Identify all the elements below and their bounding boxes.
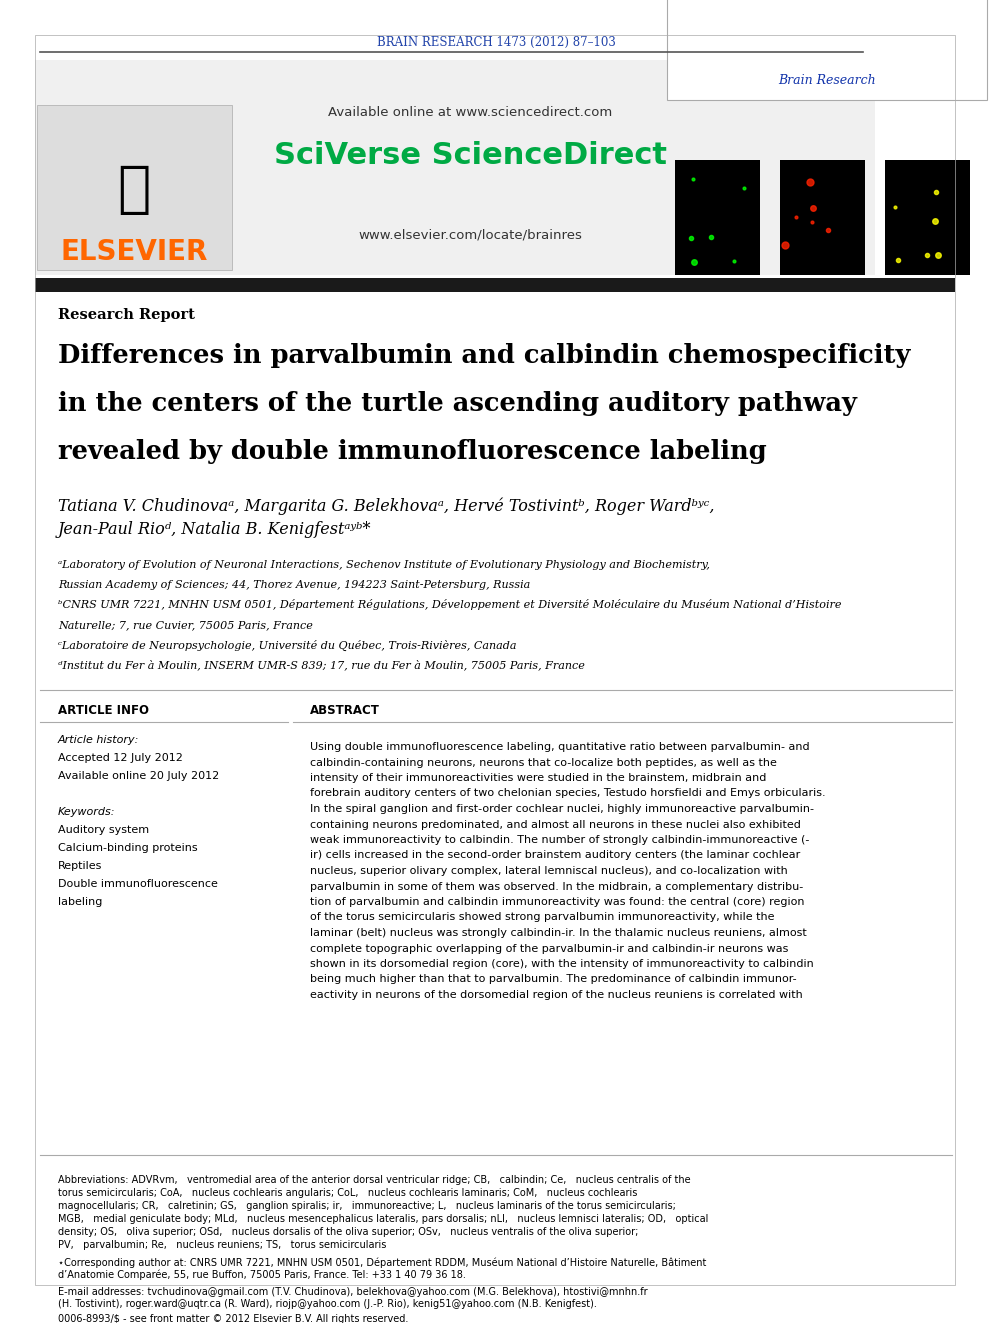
Text: In the spiral ganglion and first-order cochlear nuclei, highly immunoreactive pa: In the spiral ganglion and first-order c… bbox=[310, 804, 814, 814]
Text: PV,   parvalbumin; Re,   nucleus reuniens; TS,   torus semicircularis: PV, parvalbumin; Re, nucleus reuniens; T… bbox=[58, 1240, 386, 1250]
Text: Brain Research: Brain Research bbox=[778, 74, 876, 86]
Text: being much higher than that to parvalbumin. The predominance of calbindin immuno: being much higher than that to parvalbum… bbox=[310, 975, 797, 984]
Text: weak immunoreactivity to calbindin. The number of strongly calbindin-immunoreact: weak immunoreactivity to calbindin. The … bbox=[310, 835, 809, 845]
Text: Using double immunofluorescence labeling, quantitative ratio between parvalbumin: Using double immunofluorescence labeling… bbox=[310, 742, 809, 751]
Text: ⋆Corresponding author at: CNRS UMR 7221, MNHN USM 0501, Département RDDM, Muséum: ⋆Corresponding author at: CNRS UMR 7221,… bbox=[58, 1257, 706, 1279]
Text: Research Report: Research Report bbox=[58, 308, 194, 321]
Text: containing neurons predominated, and almost all neurons in these nuclei also exh: containing neurons predominated, and alm… bbox=[310, 819, 801, 830]
Text: of the torus semicircularis showed strong parvalbumin immunoreactivity, while th: of the torus semicircularis showed stron… bbox=[310, 913, 775, 922]
Bar bbox=[885, 160, 970, 275]
Bar bbox=[780, 160, 865, 275]
Text: ELSEVIER: ELSEVIER bbox=[61, 238, 207, 266]
Text: www.elsevier.com/locate/brainres: www.elsevier.com/locate/brainres bbox=[358, 229, 582, 242]
Text: Article history:: Article history: bbox=[58, 736, 139, 745]
Text: laminar (belt) nucleus was strongly calbindin-ir. In the thalamic nucleus reunie: laminar (belt) nucleus was strongly calb… bbox=[310, 927, 806, 938]
Text: Russian Academy of Sciences; 44, Thorez Avenue, 194223 Saint-Petersburg, Russia: Russian Academy of Sciences; 44, Thorez … bbox=[58, 579, 531, 590]
Text: forebrain auditory centers of two chelonian species, Testudo horsfieldi and Emys: forebrain auditory centers of two chelon… bbox=[310, 789, 825, 799]
Text: Keywords:: Keywords: bbox=[58, 807, 115, 818]
Bar bbox=[675, 160, 760, 275]
Text: Reptiles: Reptiles bbox=[58, 861, 102, 871]
Bar bbox=[35, 278, 955, 292]
Text: Available online at www.sciencedirect.com: Available online at www.sciencedirect.co… bbox=[328, 106, 612, 119]
Text: eactivity in neurons of the dorsomedial region of the nucleus reuniens is correl: eactivity in neurons of the dorsomedial … bbox=[310, 990, 803, 1000]
Text: 🌳: 🌳 bbox=[117, 163, 151, 217]
Text: 0006-8993/$ - see front matter © 2012 Elsevier B.V. All rights reserved.: 0006-8993/$ - see front matter © 2012 El… bbox=[58, 1314, 409, 1323]
Text: nucleus, superior olivary complex, lateral lemniscal nucleus), and co-localizati: nucleus, superior olivary complex, later… bbox=[310, 867, 788, 876]
Text: ARTICLE INFO: ARTICLE INFO bbox=[58, 704, 149, 717]
Text: complete topographic overlapping of the parvalbumin-ir and calbindin-ir neurons : complete topographic overlapping of the … bbox=[310, 943, 789, 954]
Text: revealed by double immunofluorescence labeling: revealed by double immunofluorescence la… bbox=[58, 438, 767, 463]
Text: parvalbumin in some of them was observed. In the midbrain, a complementary distr: parvalbumin in some of them was observed… bbox=[310, 881, 804, 892]
Text: SciVerse ScienceDirect: SciVerse ScienceDirect bbox=[274, 140, 667, 169]
Text: ᵃLaboratory of Evolution of Neuronal Interactions, Sechenov Institute of Evoluti: ᵃLaboratory of Evolution of Neuronal Int… bbox=[58, 560, 710, 570]
Text: intensity of their immunoreactivities were studied in the brainstem, midbrain an: intensity of their immunoreactivities we… bbox=[310, 773, 767, 783]
Bar bbox=[667, 0, 987, 101]
Text: Abbreviations: ADVRvm,   ventromedial area of the anterior dorsal ventricular ri: Abbreviations: ADVRvm, ventromedial area… bbox=[58, 1175, 690, 1185]
Text: density; OS,   oliva superior; OSd,   nucleus dorsalis of the oliva superior; OS: density; OS, oliva superior; OSd, nucleu… bbox=[58, 1226, 639, 1237]
Text: Jean-Paul Rioᵈ, Natalia B. Kenigfestᵃʸᵇ*: Jean-Paul Rioᵈ, Natalia B. Kenigfestᵃʸᵇ* bbox=[58, 521, 371, 538]
Text: Differences in parvalbumin and calbindin chemospecificity: Differences in parvalbumin and calbindin… bbox=[58, 343, 911, 368]
Text: Auditory system: Auditory system bbox=[58, 826, 149, 835]
Text: shown in its dorsomedial region (core), with the intensity of immunoreactivity t: shown in its dorsomedial region (core), … bbox=[310, 959, 813, 968]
Text: ABSTRACT: ABSTRACT bbox=[310, 704, 380, 717]
Bar bbox=[37, 105, 232, 270]
Text: Naturelle; 7, rue Cuvier, 75005 Paris, France: Naturelle; 7, rue Cuvier, 75005 Paris, F… bbox=[58, 620, 312, 630]
Text: calbindin-containing neurons, neurons that co-localize both peptides, as well as: calbindin-containing neurons, neurons th… bbox=[310, 758, 777, 767]
Text: tion of parvalbumin and calbindin immunoreactivity was found: the central (core): tion of parvalbumin and calbindin immuno… bbox=[310, 897, 805, 908]
Text: magnocellularis; CR,   calretinin; GS,   ganglion spiralis; ir,   immunoreactive: magnocellularis; CR, calretinin; GS, gan… bbox=[58, 1201, 676, 1211]
Bar bbox=[35, 60, 875, 275]
Text: MGB,   medial geniculate body; MLd,   nucleus mesencephalicus lateralis, pars do: MGB, medial geniculate body; MLd, nucleu… bbox=[58, 1215, 708, 1224]
Text: ir) cells increased in the second-order brainstem auditory centers (the laminar : ir) cells increased in the second-order … bbox=[310, 851, 801, 860]
Text: BRAIN RESEARCH 1473 (2012) 87–103: BRAIN RESEARCH 1473 (2012) 87–103 bbox=[377, 36, 615, 49]
Text: Available online 20 July 2012: Available online 20 July 2012 bbox=[58, 771, 219, 781]
Text: ᵇCNRS UMR 7221, MNHN USM 0501, Département Régulations, Développement et Diversi: ᵇCNRS UMR 7221, MNHN USM 0501, Départeme… bbox=[58, 599, 841, 610]
Text: Tatiana V. Chudinovaᵃ, Margarita G. Belekhovaᵃ, Hervé Tostivintᵇ, Roger Wardᵇʸᶜ,: Tatiana V. Chudinovaᵃ, Margarita G. Bele… bbox=[58, 497, 714, 515]
Text: labeling: labeling bbox=[58, 897, 102, 908]
Text: Calcium-binding proteins: Calcium-binding proteins bbox=[58, 843, 197, 853]
Text: torus semicircularis; CoA,   nucleus cochlearis angularis; CoL,   nucleus cochle: torus semicircularis; CoA, nucleus cochl… bbox=[58, 1188, 638, 1199]
Text: ᵈInstitut du Fer à Moulin, INSERM UMR-S 839; 17, rue du Fer à Moulin, 75005 Pari: ᵈInstitut du Fer à Moulin, INSERM UMR-S … bbox=[58, 660, 585, 671]
Text: E-mail addresses: tvchudinova@gmail.com (T.V. Chudinova), belekhova@yahoo.com (M: E-mail addresses: tvchudinova@gmail.com … bbox=[58, 1287, 648, 1308]
Text: in the centers of the turtle ascending auditory pathway: in the centers of the turtle ascending a… bbox=[58, 390, 857, 415]
Text: Accepted 12 July 2012: Accepted 12 July 2012 bbox=[58, 753, 183, 763]
Text: Double immunofluorescence: Double immunofluorescence bbox=[58, 878, 218, 889]
Text: ᶜLaboratoire de Neuropsychologie, Université du Québec, Trois-Rivières, Canada: ᶜLaboratoire de Neuropsychologie, Univer… bbox=[58, 639, 517, 651]
